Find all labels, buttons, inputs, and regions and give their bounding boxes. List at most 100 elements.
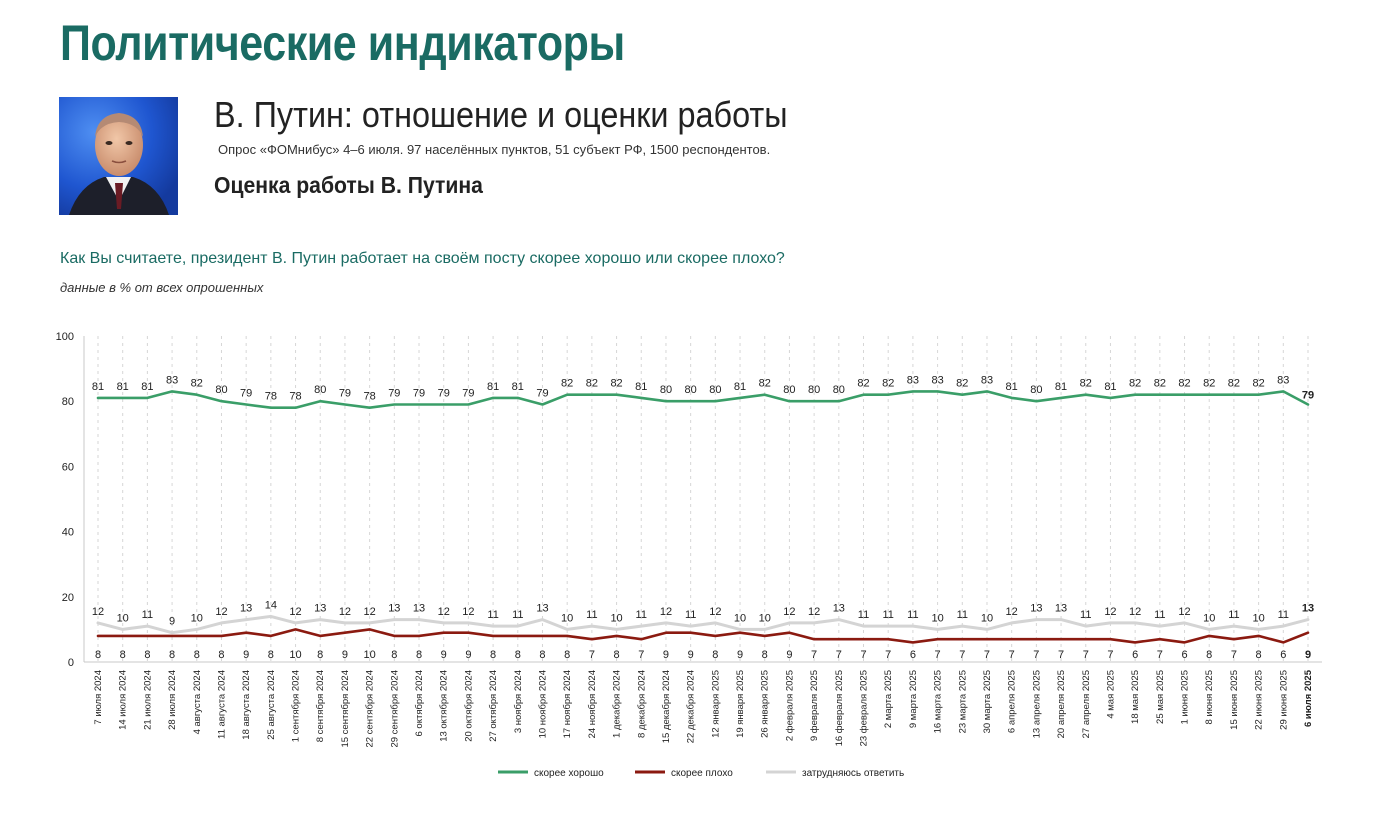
data-label-hard-4: 9 xyxy=(169,616,175,628)
data-label-good-20: 82 xyxy=(561,378,573,390)
x-tick-label-20: 17 ноября 2024 xyxy=(562,670,573,738)
data-label-bad-17: 8 xyxy=(490,649,496,661)
x-tick-label-7: 18 августа 2024 xyxy=(241,670,252,740)
x-tick-label-47: 15 июня 2025 xyxy=(1229,670,1240,730)
x-tick-label-22: 1 декабря 2024 xyxy=(612,670,623,738)
data-label-hard-38: 12 xyxy=(1006,606,1018,618)
data-label-bad-7: 9 xyxy=(243,649,249,661)
data-label-bad-45: 6 xyxy=(1181,649,1187,661)
x-tick-label-25: 22 декабря 2024 xyxy=(686,670,697,743)
data-label-hard-5: 10 xyxy=(191,612,203,624)
x-tick-label-39: 13 апреля 2025 xyxy=(1031,670,1042,738)
data-label-bad-36: 7 xyxy=(959,649,965,661)
data-label-hard-19: 13 xyxy=(536,603,548,615)
data-label-hard-34: 11 xyxy=(907,609,918,621)
data-label-bad-15: 9 xyxy=(441,649,447,661)
data-label-hard-25: 11 xyxy=(685,609,696,621)
data-label-hard-17: 11 xyxy=(487,609,498,621)
data-label-good-27: 81 xyxy=(734,381,746,393)
data-label-good-8: 78 xyxy=(265,391,277,403)
subtitle: В. Путин: отношение и оценки работы xyxy=(214,94,788,135)
data-label-hard-24: 12 xyxy=(660,606,672,618)
legend-label-hard: затрудняюсь ответить xyxy=(802,768,904,779)
x-tick-label-29: 2 февраля 2025 xyxy=(784,670,795,741)
series-line-hard xyxy=(96,614,1310,635)
x-tick-label-37: 30 марта 2025 xyxy=(982,670,993,733)
data-label-hard-37: 10 xyxy=(981,612,993,624)
data-label-bad-18: 8 xyxy=(515,649,521,661)
x-tick-label-9: 1 сентября 2024 xyxy=(291,670,302,742)
data-label-bad-48: 8 xyxy=(1256,649,1262,661)
data-label-hard-33: 11 xyxy=(882,609,893,621)
data-label-good-12: 78 xyxy=(364,391,376,403)
data-label-bad-23: 7 xyxy=(638,649,644,661)
data-label-bad-21: 7 xyxy=(589,649,595,661)
data-label-good-9: 78 xyxy=(289,391,301,403)
x-tick-label-18: 3 ноября 2024 xyxy=(513,670,524,733)
data-label-good-40: 81 xyxy=(1055,381,1067,393)
data-label-bad-12: 10 xyxy=(364,649,376,661)
x-tick-label-11: 15 сентября 2024 xyxy=(340,670,351,748)
question-text: Как Вы считаете, президент В. Путин рабо… xyxy=(60,250,785,267)
x-tick-label-4: 28 июля 2024 xyxy=(167,670,178,730)
x-tick-label-42: 4 мая 2025 xyxy=(1105,670,1116,719)
data-label-good-47: 82 xyxy=(1228,378,1240,390)
x-tick-label-44: 25 мая 2025 xyxy=(1155,670,1166,724)
data-label-good-14: 79 xyxy=(413,387,425,399)
data-label-bad-1: 8 xyxy=(95,649,101,661)
data-label-bad-2: 8 xyxy=(120,649,126,661)
data-label-bad-27: 9 xyxy=(737,649,743,661)
data-label-bad-6: 8 xyxy=(218,649,224,661)
data-label-good-21: 82 xyxy=(586,378,598,390)
x-tick-label-35: 16 марта 2025 xyxy=(933,670,944,733)
x-tick-label-41: 27 апреля 2025 xyxy=(1081,670,1092,738)
portrait-photo xyxy=(59,97,178,215)
x-tick-label-33: 2 марта 2025 xyxy=(883,670,894,728)
data-label-bad-26: 8 xyxy=(712,649,718,661)
data-label-bad-38: 7 xyxy=(1009,649,1015,661)
data-label-good-36: 82 xyxy=(956,378,968,390)
data-label-hard-23: 11 xyxy=(636,609,647,621)
x-tick-label-2: 14 июля 2024 xyxy=(118,670,129,730)
data-label-bad-9: 10 xyxy=(289,649,301,661)
data-label-hard-1: 12 xyxy=(92,606,104,618)
data-label-good-15: 79 xyxy=(438,387,450,399)
legend-label-good: скорее хорошо xyxy=(534,768,604,779)
data-label-hard-42: 12 xyxy=(1104,606,1116,618)
y-tick-label-40: 40 xyxy=(62,527,74,539)
data-label-hard-31: 13 xyxy=(833,603,845,615)
data-label-good-48: 82 xyxy=(1252,378,1264,390)
data-label-good-26: 80 xyxy=(709,384,721,396)
data-label-bad-13: 8 xyxy=(391,649,397,661)
series-line-bad xyxy=(96,628,1310,644)
data-label-hard-8: 14 xyxy=(265,599,277,611)
x-tick-label-8: 25 августа 2024 xyxy=(266,670,277,740)
data-label-bad-32: 7 xyxy=(860,649,866,661)
data-label-hard-13: 13 xyxy=(388,603,400,615)
data-label-bad-16: 9 xyxy=(465,649,471,661)
data-label-bad-20: 8 xyxy=(564,649,570,661)
data-label-hard-39: 13 xyxy=(1030,603,1042,615)
data-label-good-23: 81 xyxy=(635,381,647,393)
x-tick-label-32: 23 февраля 2025 xyxy=(859,670,870,746)
main-title: Политические индикаторы xyxy=(60,15,625,71)
data-label-good-33: 82 xyxy=(882,378,894,390)
data-label-bad-14: 8 xyxy=(416,649,422,661)
data-label-hard-49: 11 xyxy=(1278,609,1289,621)
data-label-good-1: 81 xyxy=(92,381,104,393)
legend-label-bad: скорее плохо xyxy=(671,768,733,779)
data-label-bad-31: 7 xyxy=(836,649,842,661)
x-tick-label-27: 19 января 2025 xyxy=(735,670,746,738)
data-label-good-22: 82 xyxy=(610,378,622,390)
data-label-hard-16: 12 xyxy=(462,606,474,618)
data-label-bad-4: 8 xyxy=(169,649,175,661)
data-label-good-11: 79 xyxy=(339,387,351,399)
data-label-bad-40: 7 xyxy=(1058,649,1064,661)
x-tick-label-13: 29 сентября 2024 xyxy=(389,670,400,748)
x-tick-label-17: 27 октября 2024 xyxy=(488,670,499,742)
x-tick-label-3: 21 июля 2024 xyxy=(142,670,153,730)
data-label-bad-41: 7 xyxy=(1083,649,1089,661)
data-label-hard-50: 13 xyxy=(1302,603,1314,615)
x-tick-label-45: 1 июня 2025 xyxy=(1180,670,1191,725)
data-label-bad-43: 6 xyxy=(1132,649,1138,661)
